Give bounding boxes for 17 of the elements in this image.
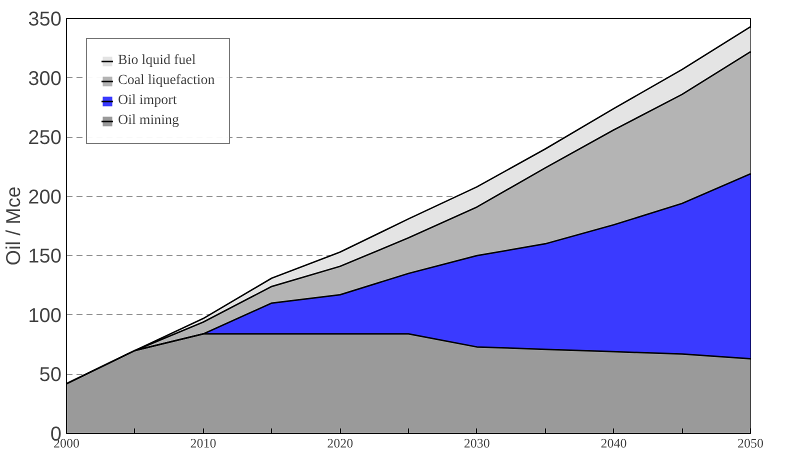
y-axis-title: Oil / Mce — [3, 186, 26, 266]
y-tick-label: 250 — [28, 127, 62, 150]
y-tick-label: 200 — [28, 186, 62, 208]
legend-label: Oil import — [118, 93, 177, 109]
legend-label: Coal liquefaction — [118, 73, 215, 89]
y-tick-label: 300 — [28, 68, 62, 90]
legend-label: Bio lquid fuel — [118, 53, 196, 69]
y-tick-label: 50 — [39, 364, 62, 386]
y-tick-label: 100 — [28, 304, 62, 327]
y-tick-label: 350 — [28, 8, 62, 30]
x-tick-label: 2020 — [327, 436, 354, 450]
legend-label: Oil mining — [118, 113, 180, 129]
x-tick-label: 2010 — [190, 436, 216, 450]
x-tick-label: 2050 — [738, 436, 764, 450]
y-tick-label: 150 — [28, 246, 62, 268]
x-tick-label: 2040 — [600, 436, 627, 450]
x-tick-label: 2030 — [464, 436, 490, 450]
